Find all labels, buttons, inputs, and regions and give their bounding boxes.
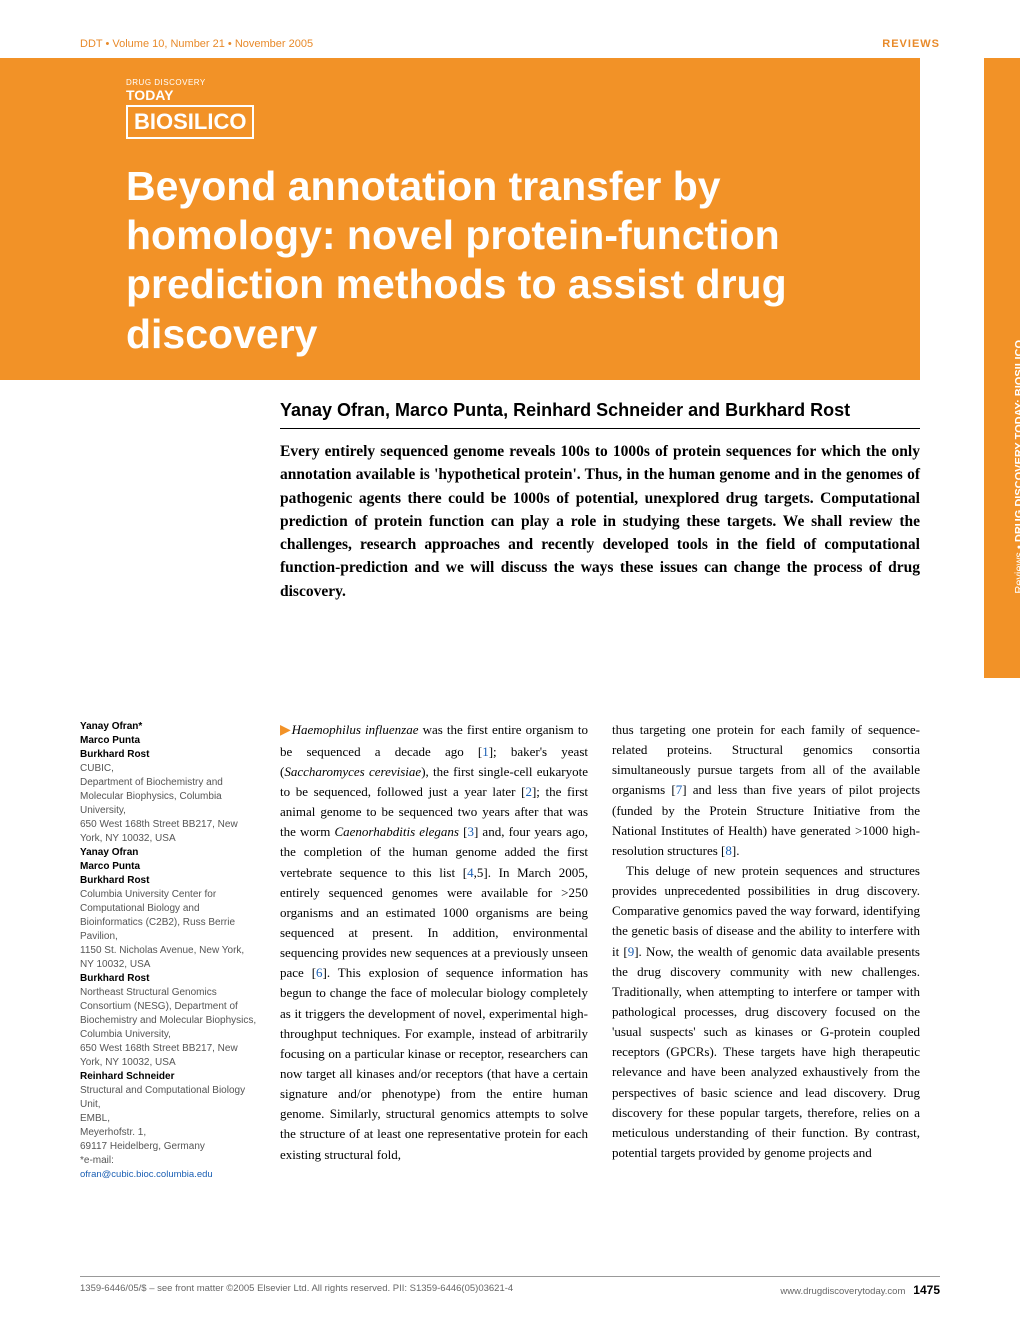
col1-para1: ▶Haemophilus influenzae was the first en… [280, 720, 588, 1165]
affil-names-3: Burkhard Rost [80, 972, 260, 986]
footer: 1359-6446/05/$ – see front matter ©2005 … [80, 1283, 940, 1297]
email-label: *e-mail: [80, 1154, 260, 1168]
affiliations-sidebar: Yanay Ofran* Marco Punta Burkhard Rost C… [80, 720, 260, 1181]
footer-right: www.drugdiscoverytoday.com 1475 [780, 1283, 940, 1297]
affil-addr-3: Northeast Structural Genomics Consortium… [80, 986, 260, 1070]
footer-copyright: 1359-6446/05/$ – see front matter ©2005 … [80, 1283, 513, 1297]
corresponding-email: ofran@cubic.bioc.columbia.edu [80, 1168, 260, 1181]
body-columns: ▶Haemophilus influenzae was the first en… [280, 720, 920, 1165]
running-header: DDT • Volume 10, Number 21 • November 20… [80, 38, 940, 50]
arrow-icon: ▶ [280, 723, 292, 738]
affil-addr-4: Structural and Computational Biology Uni… [80, 1084, 260, 1154]
col2-para1: thus targeting one protein for each fami… [612, 720, 920, 861]
header-right: REVIEWS [882, 38, 940, 50]
page: DDT • Volume 10, Number 21 • November 20… [0, 0, 1020, 1323]
journal-logo: DRUG DISCOVERY TODAY BIOSILICO [126, 78, 254, 139]
header-left: DDT • Volume 10, Number 21 • November 20… [80, 38, 313, 50]
side-tab-text: Reviews • DRUG DISCOVERY TODAY: BIOSILIC… [1014, 340, 1020, 594]
col2-para2: This deluge of new protein sequences and… [612, 861, 920, 1163]
logo-small-text: DRUG DISCOVERY [126, 78, 254, 87]
affil-addr-2: Columbia University Center for Computati… [80, 888, 260, 972]
abstract: Every entirely sequenced genome reveals … [280, 440, 920, 603]
author-line: Yanay Ofran, Marco Punta, Reinhard Schne… [280, 400, 850, 421]
author-rule [280, 428, 920, 429]
footer-rule [80, 1276, 940, 1277]
footer-url: www.drugdiscoverytoday.com [780, 1286, 905, 1297]
affil-addr-1: CUBIC, Department of Biochemistry and Mo… [80, 762, 260, 846]
column-1: ▶Haemophilus influenzae was the first en… [280, 720, 588, 1165]
article-title: Beyond annotation transfer by homology: … [126, 162, 900, 359]
affil-names-4: Reinhard Schneider [80, 1070, 260, 1084]
affil-names-1: Yanay Ofran* Marco Punta Burkhard Rost [80, 720, 260, 762]
column-2: thus targeting one protein for each fami… [612, 720, 920, 1165]
logo-main-text: BIOSILICO [126, 105, 254, 139]
logo-today-text: TODAY [126, 87, 254, 103]
page-number: 1475 [913, 1283, 940, 1297]
affil-names-2: Yanay Ofran Marco Punta Burkhard Rost [80, 846, 260, 888]
